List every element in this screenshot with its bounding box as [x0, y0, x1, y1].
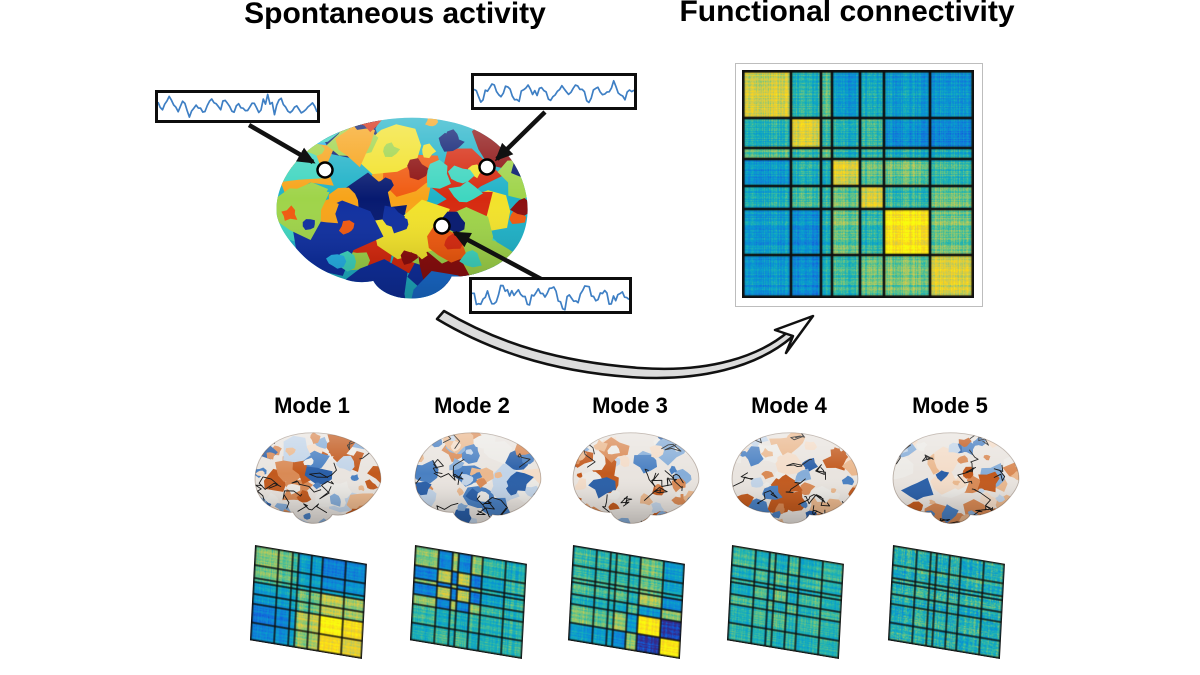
title-spontaneous-activity: Spontaneous activity: [244, 0, 546, 30]
mode-5-brain-map: [892, 432, 1020, 524]
fc-matrix-frame: [735, 63, 983, 307]
timeseries-trace: [158, 93, 317, 118]
mode-5-connectivity-matrix: [887, 545, 1005, 659]
mode-4-label: Mode 4: [751, 393, 827, 418]
mode-4-connectivity-matrix: [726, 545, 844, 659]
mode-5-label: Mode 5: [912, 393, 988, 418]
timeseries-trace: [474, 79, 634, 104]
mode-1-brain-map: [254, 432, 382, 524]
mode-2-connectivity-matrix: [409, 545, 527, 659]
timeseries-inset-left: [155, 90, 320, 123]
title-functional-connectivity: Functional connectivity: [679, 0, 1015, 28]
mode-1-connectivity-matrix: [249, 545, 367, 659]
fc-matrix-heatmap: [742, 70, 974, 298]
mode-3-connectivity-matrix: [567, 545, 685, 659]
mode-2-label: Mode 2: [434, 393, 510, 418]
mode-3-brain-map: [572, 432, 700, 524]
curved-arrow-head: [773, 314, 815, 355]
curved-arrow-body: [435, 309, 794, 380]
mode-2-brain-map: [414, 432, 542, 524]
timeseries-trace: [472, 284, 629, 311]
timeseries-inset-bottom: [469, 277, 632, 314]
timeseries-inset-right: [471, 73, 637, 110]
mode-3-label: Mode 3: [592, 393, 668, 418]
mode-1-label: Mode 1: [274, 393, 350, 418]
mode-4-brain-map: [731, 432, 859, 524]
